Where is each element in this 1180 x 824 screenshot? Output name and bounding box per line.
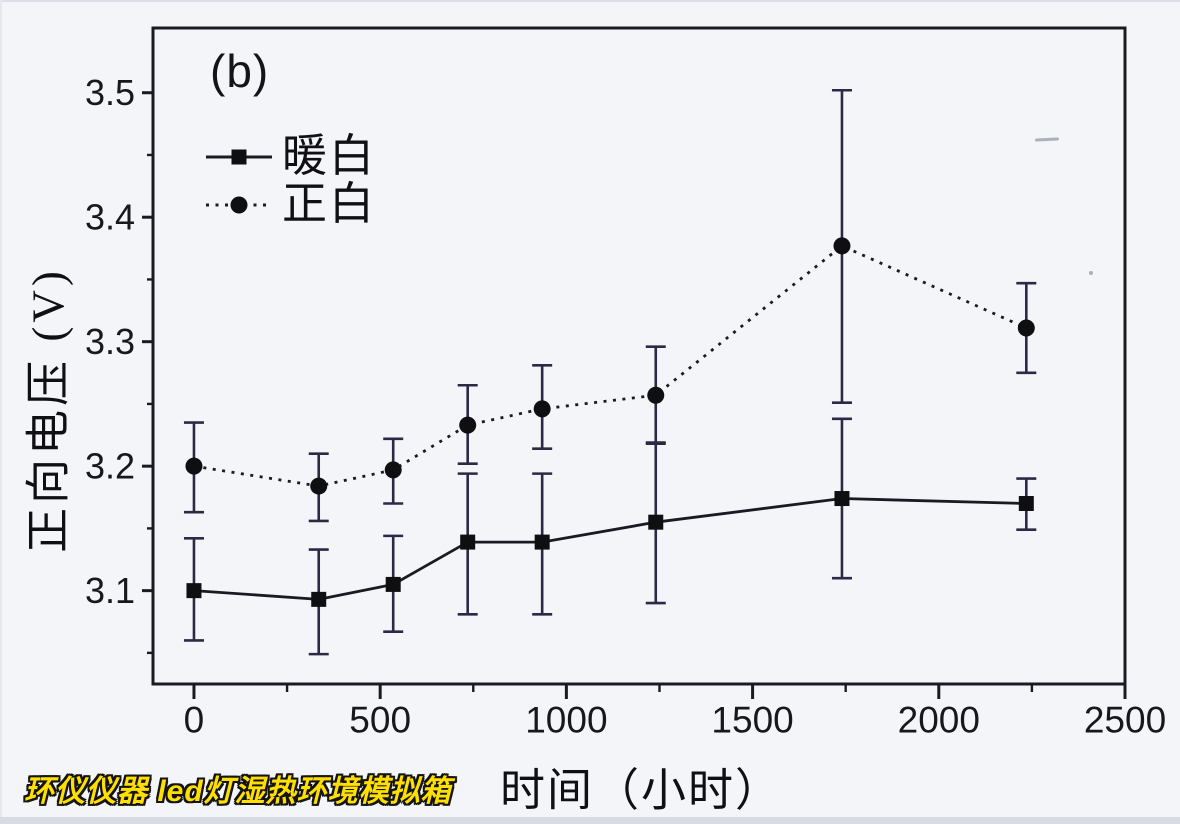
square-solid-line-icon: [206, 149, 272, 165]
watermark-text: 环仪仪器 led灯湿热环境模拟箱: [24, 775, 452, 808]
scan-edge-left: [0, 0, 2, 824]
series-0: [183, 417, 1037, 656]
x-axis-title: 时间（小时）: [499, 765, 783, 816]
axis-ticks: [142, 91, 1127, 699]
svg-text:3.5: 3.5: [85, 72, 135, 113]
scan-edge-bottom: [0, 817, 1180, 824]
circle-dotted-line-icon: [206, 196, 272, 214]
svg-text:2500: 2500: [1084, 699, 1166, 740]
scan-edge-top: [0, 0, 1180, 2]
svg-text:500: 500: [349, 699, 411, 740]
svg-text:3.1: 3.1: [85, 570, 135, 611]
panel-label: (b): [210, 45, 270, 97]
legend-item-warm-white: 暖白: [204, 132, 376, 180]
scan-artifact-dot: [1089, 271, 1093, 275]
svg-text:3.3: 3.3: [85, 321, 135, 362]
series-1: [183, 88, 1037, 523]
svg-text:1500: 1500: [711, 699, 793, 740]
series-markers: [185, 237, 1035, 495]
series-line: [193, 497, 1027, 601]
axis-tick-labels: 3.1 3.2 3.3 3.4 3.5 0 500 1000 1500 2000 2500: [85, 72, 1166, 740]
legend: 暖白 正白: [204, 132, 376, 228]
series-line: [193, 244, 1027, 488]
legend-label-warm-white: 暖白: [282, 131, 377, 181]
legend-item-neutral-white: 正白: [204, 180, 376, 228]
svg-text:3.4: 3.4: [85, 197, 135, 238]
series-markers: [186, 491, 1034, 607]
svg-text:3.2: 3.2: [85, 446, 135, 487]
plot-frame: [151, 26, 1127, 686]
svg-text:0: 0: [184, 699, 205, 740]
legend-label-neutral-white: 正白: [282, 179, 377, 229]
svg-text:1000: 1000: [525, 699, 607, 740]
y-axis-title: 正向电压 (V): [23, 267, 74, 553]
svg-text:2000: 2000: [898, 699, 980, 740]
